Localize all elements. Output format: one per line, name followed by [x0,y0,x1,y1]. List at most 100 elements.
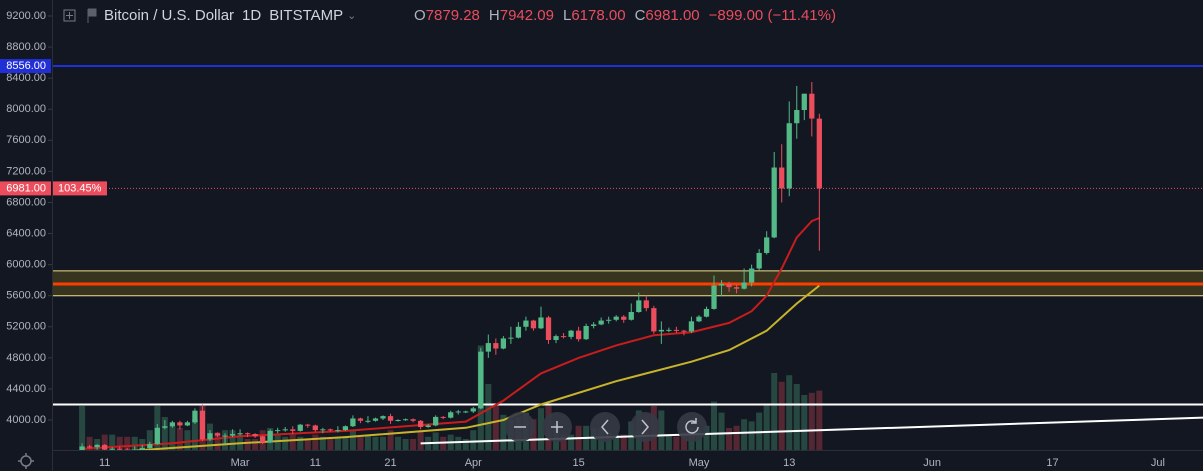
candle-body [402,419,409,421]
volume-bar [537,408,544,450]
candle-body [493,343,499,349]
interval[interactable]: 1D [242,7,261,24]
candle-body [387,416,394,421]
candle-body [260,436,266,443]
candle-body [320,429,326,431]
candle-body [154,427,160,445]
candle-body [448,412,454,418]
reset-button[interactable] [677,412,707,442]
candle-body [410,419,416,421]
candle-body [425,425,431,428]
candle-body [102,444,108,450]
candle-body [169,422,175,427]
candle-body [613,316,619,320]
x-tick-label: May [689,457,710,469]
candle-body [455,411,461,413]
candle-body [290,429,296,431]
volume-bar [410,439,417,450]
volume-bar [169,425,176,450]
volume-bar [244,439,251,450]
volume-bar [485,384,492,450]
volume-bar [282,436,289,450]
candle-body [357,418,364,421]
candle-body [327,429,333,431]
close-value: 6981.00 [645,7,699,24]
candle-body [478,351,484,409]
candle-body [553,336,559,340]
candle-body [365,420,371,422]
candle-body [485,343,491,352]
volume-bar [703,425,710,450]
y-tick-label: 7600.00 [6,134,46,146]
scroll-left-icon [601,419,609,435]
candle-body [297,424,303,431]
candle-body [658,329,664,332]
x-tick-label: Apr [465,457,482,469]
candle-body [718,284,725,286]
x-tick-label: 17 [1046,457,1058,469]
candle-body [192,410,198,423]
volume-bar [733,425,740,450]
axes: 9200.00 8800.00 8400.00 8000.00 7600.00 7200.… [0,10,1165,469]
volume-bar [116,436,123,450]
candle-body [530,320,537,329]
scroll-right-button[interactable] [630,412,660,442]
candle-body [794,110,800,124]
volume-bar [214,432,221,450]
volume-bar [79,406,86,450]
candle-body [809,93,815,119]
x-tick-label: Jul [1151,457,1165,469]
symbol-name: Bitcoin / U.S. Dollar [104,7,234,24]
scroll-right-icon [641,419,649,435]
candle-body [786,123,792,189]
volume-bar [530,419,537,450]
candle-body [372,418,379,421]
expand-icon[interactable] [63,9,76,22]
volume-bar [395,436,402,450]
x-tick-label: 11 [310,457,321,469]
candle-body [177,422,183,426]
x-tick-label: Jun [923,457,941,469]
volume-bar [470,430,477,450]
y-tick-label: 4400.00 [6,383,46,395]
volume-bar [364,434,371,450]
candle-body [591,324,597,327]
candle-body [568,330,574,337]
candle-body [523,320,529,327]
y-tick-label: 7200.00 [6,165,46,177]
volume-bar [455,436,462,450]
candle-body [688,321,695,332]
candle-body [222,435,228,437]
volume-bar [620,434,627,450]
exchange: BITSTAMP [269,7,343,24]
candle-body [801,93,807,111]
candle-body [229,433,236,436]
volume-bar [613,434,620,450]
candle-body [207,433,213,440]
scroll-left-button[interactable] [590,412,620,442]
volume-bar [124,436,131,450]
volume-bar [327,439,334,450]
flag-icon[interactable] [87,8,97,23]
volume-bar [312,434,319,450]
plot-area [52,65,1203,450]
reset-icon [685,418,699,434]
ohlc-values: O7879.28 H7942.09 L6178.00 C6981.00 −899.00 … [414,7,836,24]
volume-bar [252,439,259,450]
volume-bar [673,436,680,450]
volume-bar [274,434,281,450]
dropdown-caret[interactable]: ⌄ [347,10,356,22]
candle-body [117,448,123,450]
settings-button[interactable] [18,453,34,469]
candle-body [779,167,785,189]
candle-body [666,329,672,331]
y-tick-label: 5600.00 [6,290,46,302]
volume-bar [741,419,748,450]
volume-bar [711,401,718,450]
volume-bar [379,436,387,450]
candle-body [147,444,153,448]
candle-body [440,416,446,418]
candle-body [132,449,138,450]
candle-body [94,444,100,448]
